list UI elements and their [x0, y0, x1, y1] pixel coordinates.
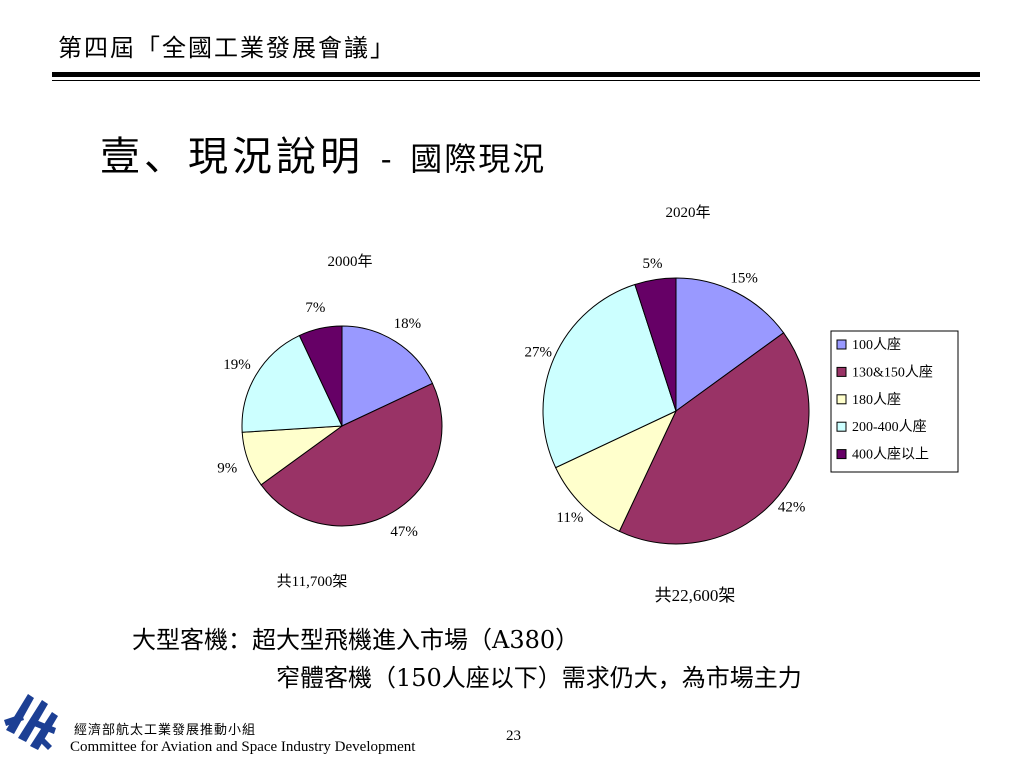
chart-caption: 共22,600架	[655, 586, 736, 605]
slice-label: 27%	[525, 344, 553, 360]
pie-slice	[298, 325, 343, 427]
pie-slice	[241, 334, 343, 433]
slice-label: 47%	[390, 524, 418, 540]
footer-org-en: Committee for Aviation and Space Industr…	[70, 739, 416, 755]
pie-slice	[542, 283, 677, 469]
slice-label: 15%	[730, 270, 758, 286]
slice-label: 19%	[223, 357, 251, 373]
slice-label: 18%	[394, 316, 422, 332]
legend-box	[830, 330, 959, 473]
pie-slice	[554, 409, 678, 533]
legend-swatch	[836, 339, 847, 350]
header-rule-thin	[52, 80, 980, 81]
legend-label: 130&150人座	[852, 364, 933, 380]
legend-label: 180人座	[852, 392, 901, 408]
pie-slice	[634, 277, 677, 412]
slide-title-separator: -	[380, 140, 394, 178]
pie-slice	[618, 332, 810, 545]
slide-title: 壹、現況說明 - 國際現況	[100, 124, 546, 182]
slice-label: 11%	[556, 510, 583, 526]
chart-caption: 共11,700架	[277, 573, 348, 590]
slide-title-sub: 國際現況	[410, 140, 547, 178]
legend-label: 200-400人座	[852, 419, 927, 435]
header-rule-thick	[52, 72, 980, 77]
pie-slice	[260, 382, 443, 527]
legend-swatch	[836, 366, 847, 377]
legend-swatch	[836, 394, 847, 405]
chart-title: 2020年	[665, 204, 710, 221]
committee-logo-icon	[2, 680, 62, 764]
note-line-1: 大型客機：超大型飛機進入市場（A380）	[132, 626, 580, 654]
legend-label: 100人座	[852, 337, 901, 353]
slice-label: 5%	[643, 256, 663, 272]
slice-label: 42%	[778, 500, 806, 516]
header-title: 第四屆「全國工業發展會議」	[58, 34, 396, 62]
slice-label: 9%	[217, 460, 237, 476]
slice-label: 7%	[305, 300, 325, 316]
footer-org: 經濟部航太工業發展推動小組	[74, 723, 257, 738]
chart-title: 2000年	[327, 253, 372, 270]
note-line-2: 窄體客機（150人座以下）需求仍大，為市場主力	[276, 664, 802, 692]
page-number: 23	[506, 728, 521, 744]
legend-swatch	[836, 449, 847, 460]
slide-title-main: 壹、現況說明	[100, 134, 364, 180]
pie-slice	[675, 277, 785, 412]
legend-swatch	[836, 421, 847, 432]
pie-slice	[341, 325, 434, 427]
legend-label: 400人座以上	[852, 447, 929, 463]
